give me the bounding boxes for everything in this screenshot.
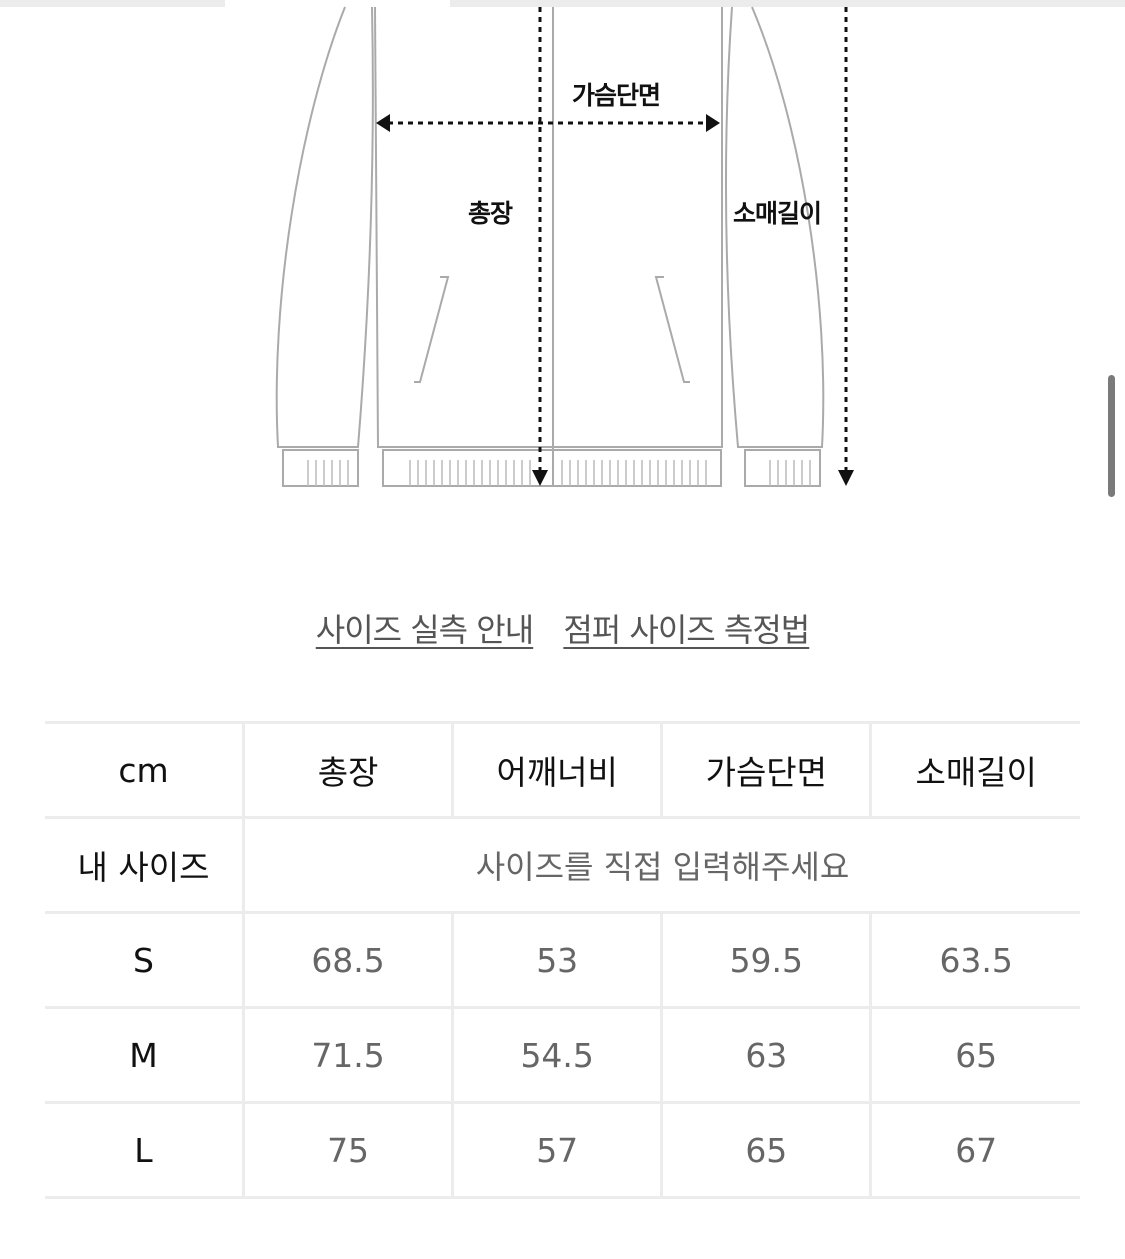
table-row: M 71.5 54.5 63 65	[45, 1006, 1080, 1104]
my-size-input[interactable]: 사이즈를 직접 입력해주세요	[242, 816, 1080, 914]
size-label: L	[45, 1101, 245, 1199]
table-row: L 75 57 65 67	[45, 1101, 1080, 1199]
table-cell: 54.5	[451, 1006, 664, 1104]
chest-arrow-right-icon	[706, 114, 720, 132]
size-label: S	[45, 911, 245, 1009]
right-cuff	[744, 449, 821, 487]
chest-arrow-left-icon	[376, 114, 390, 132]
right-pocket	[654, 276, 690, 383]
sleeve-arrowhead-icon	[838, 470, 854, 486]
unit-header: cm	[45, 721, 245, 819]
hem-rib	[382, 449, 722, 487]
column-header: 어깨너비	[451, 721, 664, 819]
jacket-measurement-diagram	[275, 6, 854, 487]
left-cuff	[282, 449, 359, 487]
table-cell: 59.5	[660, 911, 873, 1009]
scrollbar[interactable]	[1108, 375, 1115, 497]
table-header-row: cm 총장 어깨너비 가슴단면 소매길이	[45, 721, 1080, 819]
left-pocket	[414, 276, 450, 383]
my-size-row: 내 사이즈 사이즈를 직접 입력해주세요	[45, 816, 1080, 914]
my-size-label: 내 사이즈	[45, 816, 245, 914]
table-cell: 63.5	[869, 911, 1080, 1009]
size-measurement-guide-link[interactable]: 사이즈 실측 안내	[315, 611, 534, 649]
column-header: 총장	[241, 721, 455, 819]
table-cell: 63	[660, 1006, 873, 1104]
size-guide-links: 사이즈 실측 안내 점퍼 사이즈 측정법	[0, 605, 1125, 651]
column-header: 가슴단면	[660, 721, 873, 819]
length-arrowhead-icon	[532, 470, 548, 486]
table-cell: 65	[869, 1006, 1080, 1104]
right-sleeve	[725, 6, 825, 448]
table-cell: 65	[660, 1101, 873, 1199]
column-header: 소매길이	[869, 721, 1080, 819]
jumper-measuring-method-link[interactable]: 점퍼 사이즈 측정법	[563, 611, 810, 649]
top-divider-right	[450, 0, 1125, 7]
diagram-label-chest: 가슴단면	[572, 81, 661, 110]
diagram-label-length: 총장	[468, 199, 513, 228]
table-cell: 68.5	[241, 911, 455, 1009]
table-cell: 71.5	[241, 1006, 455, 1104]
table-cell: 67	[869, 1101, 1080, 1199]
table-cell: 53	[451, 911, 664, 1009]
top-divider-left	[0, 0, 225, 7]
size-table: cm 총장 어깨너비 가슴단면 소매길이 내 사이즈 사이즈를 직접 입력해주세…	[45, 721, 1080, 1199]
table-cell: 57	[451, 1101, 664, 1199]
table-row: S 68.5 53 59.5 63.5	[45, 911, 1080, 1009]
jacket-body	[374, 6, 723, 448]
size-label: M	[45, 1006, 245, 1104]
left-sleeve	[275, 6, 374, 448]
diagram-label-sleeve: 소매길이	[733, 199, 822, 228]
table-cell: 75	[241, 1101, 455, 1199]
